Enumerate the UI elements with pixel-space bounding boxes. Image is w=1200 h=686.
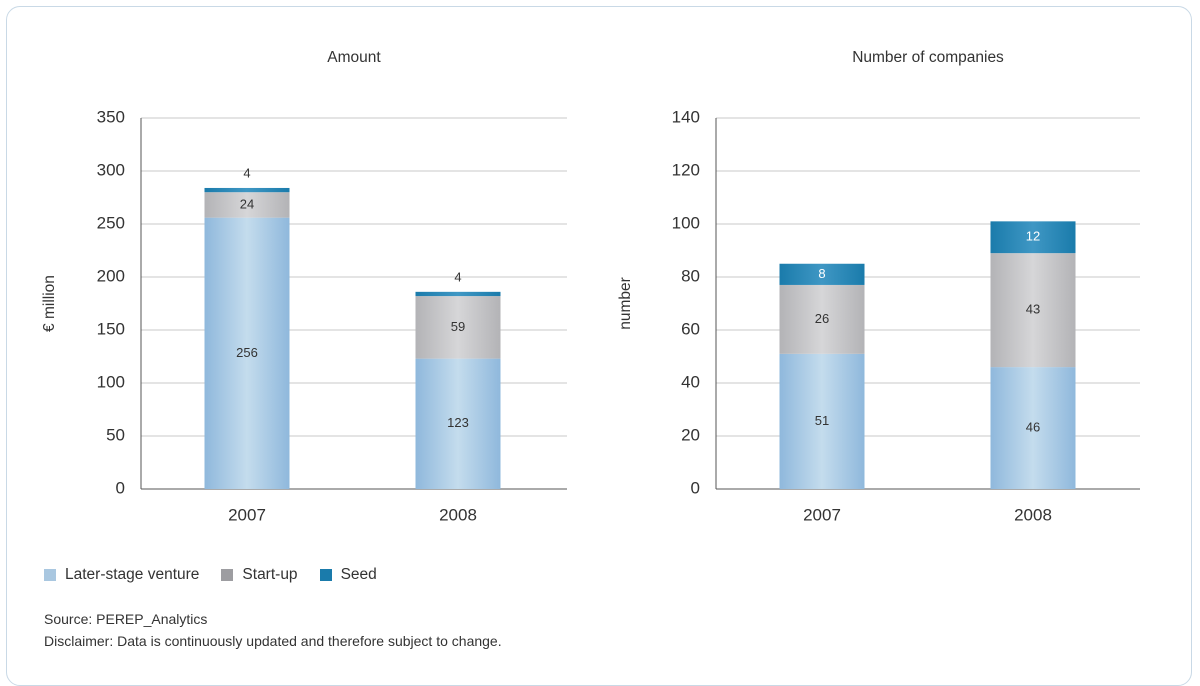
amount-y-tick-label: 200 (97, 266, 125, 285)
companies-y-tick-label: 80 (681, 266, 700, 285)
amount-y-tick-label: 300 (97, 160, 125, 179)
amount-data-label-start-up-2007: 24 (240, 196, 254, 211)
companies-data-label-later-stage-2008: 46 (1026, 419, 1040, 434)
companies-data-label-later-stage-2007: 51 (815, 413, 829, 428)
companies-bar-seed-2007 (779, 263, 865, 285)
amount-data-label-later-stage-2008: 123 (447, 415, 469, 430)
companies-bar-later-stage-2008 (990, 367, 1076, 489)
companies-y-tick-label: 0 (691, 478, 700, 497)
amount-y-tick-label: 350 (97, 107, 125, 126)
amount-bar-seed-2008 (415, 291, 501, 297)
companies-data-label-start-up-2008: 43 (1026, 302, 1040, 317)
legend: Later-stage venture Start-up Seed (44, 566, 377, 584)
amount-x-tick-label-2007: 2007 (228, 505, 266, 524)
companies-bar-start-up-2008 (990, 253, 1076, 368)
source-note: Source: PEREP_Analytics (44, 611, 208, 627)
charts-canvas: Amount€ million0501001502002503003502562… (41, 49, 1140, 524)
legend-label-later-stage: Later-stage venture (65, 566, 200, 583)
amount-y-tick-label: 250 (97, 213, 125, 232)
amount-y-tick-label: 100 (97, 372, 125, 391)
companies-y-tick-label: 20 (681, 425, 700, 444)
legend-swatch-start-up (221, 569, 234, 581)
companies-data-label-start-up-2007: 26 (815, 311, 829, 326)
legend-item-later-stage: Later-stage venture (44, 566, 199, 584)
amount-y-axis-label: € million (41, 275, 58, 332)
companies-bar-start-up-2007 (779, 284, 865, 354)
companies-y-tick-label: 140 (672, 107, 700, 126)
amount-bar-later-stage-2008 (415, 358, 501, 489)
companies-chart-title: Number of companies (852, 49, 1004, 66)
legend-swatch-seed (319, 569, 332, 581)
legend-item-seed: Seed (319, 566, 377, 584)
amount-x-tick-label-2008: 2008 (439, 505, 477, 524)
amount-bar-start-up-2007 (204, 192, 290, 218)
legend-label-seed: Seed (340, 566, 377, 583)
amount-chart-title: Amount (327, 49, 381, 66)
amount-y-tick-label: 50 (106, 425, 125, 444)
amount-bar-seed-2007 (204, 187, 290, 193)
companies-y-tick-label: 40 (681, 372, 700, 391)
amount-data-label-later-stage-2007: 256 (236, 345, 258, 360)
amount-bar-later-stage-2007 (204, 217, 290, 489)
companies-data-label-seed-2008: 12 (1026, 229, 1040, 244)
companies-x-tick-label-2007: 2007 (803, 505, 841, 524)
companies-bar-later-stage-2007 (779, 353, 865, 489)
amount-data-label-seed-2008: 4 (454, 269, 461, 284)
companies-bar-seed-2008 (990, 221, 1076, 254)
amount-bar-start-up-2008 (415, 296, 501, 359)
amount-y-tick-label: 0 (116, 478, 125, 497)
amount-data-label-start-up-2008: 59 (451, 319, 465, 334)
amount-y-tick-label: 150 (97, 319, 125, 338)
amount-data-label-seed-2007: 4 (243, 165, 250, 180)
companies-y-tick-label: 100 (672, 213, 700, 232)
companies-y-tick-label: 120 (672, 160, 700, 179)
companies-x-tick-label-2008: 2008 (1014, 505, 1052, 524)
disclaimer-note: Disclaimer: Data is continuously updated… (44, 633, 502, 649)
companies-y-tick-label: 60 (681, 319, 700, 338)
legend-label-start-up: Start-up (242, 566, 298, 583)
legend-item-start-up: Start-up (221, 566, 298, 584)
companies-y-axis-label: number (617, 277, 634, 330)
legend-swatch-later-stage (44, 569, 56, 581)
companies-data-label-seed-2007: 8 (818, 266, 825, 281)
